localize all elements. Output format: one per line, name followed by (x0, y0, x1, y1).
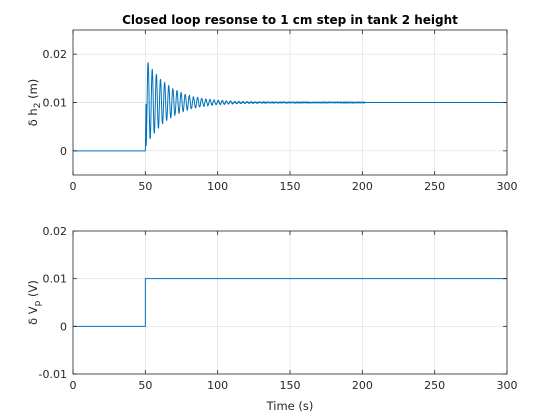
y-tick-label: 0.01 (43, 273, 68, 286)
data-layer (73, 278, 507, 327)
x-tick-label: 300 (497, 180, 518, 193)
x-tick-label: 100 (207, 180, 228, 193)
series-line (72, 62, 508, 152)
y-axis-label-subscript: p (33, 300, 43, 306)
y-tick-label: 0 (60, 320, 67, 333)
y-axis-label-prefix: δ (26, 318, 40, 325)
x-tick-label: 50 (138, 379, 152, 392)
x-tick-label: 300 (497, 379, 518, 392)
y-axis-label-subscript: 2 (33, 103, 43, 109)
y-axis-label-suffix: (m) (26, 79, 40, 103)
x-tick-label: 50 (138, 180, 152, 193)
x-tick-label: 200 (352, 180, 373, 193)
y-axis-label: δ Vp (V) (26, 280, 43, 325)
y-axis-label-text: V (26, 306, 40, 318)
x-tick-label: 200 (352, 379, 373, 392)
x-tick-label: 150 (280, 379, 301, 392)
x-tick-label: 250 (424, 379, 445, 392)
data-layer (72, 62, 508, 152)
y-axis-label: δ h2 (m) (26, 79, 43, 127)
y-axis-label-suffix: (V) (26, 280, 40, 301)
x-tick-label: 150 (280, 180, 301, 193)
subplot-height-response: 0 50 100 150 200 250 300 0 0.01 0.02 Closed loop … (26, 13, 518, 193)
y-axis-label-text: h (26, 108, 40, 119)
x-tick-label: 250 (424, 180, 445, 193)
y-tick-label: 0.02 (43, 48, 68, 61)
x-tick-label: 0 (70, 379, 77, 392)
y-tick-label: -0.01 (39, 368, 67, 381)
x-tick-label: 0 (70, 180, 77, 193)
tick-layer: 0 50 100 150 200 250 300 0 0.01 0.02 (43, 30, 518, 193)
y-tick-label: 0.02 (43, 225, 68, 238)
series-line (73, 278, 507, 327)
y-tick-label: 0 (60, 145, 67, 158)
x-axis-label: Time (s) (266, 399, 314, 413)
x-tick-label: 100 (207, 379, 228, 392)
chart-title: Closed loop resonse to 1 cm step in tank… (122, 13, 458, 27)
y-tick-label: 0.01 (43, 97, 68, 110)
y-axis-label-prefix: δ (26, 119, 40, 126)
